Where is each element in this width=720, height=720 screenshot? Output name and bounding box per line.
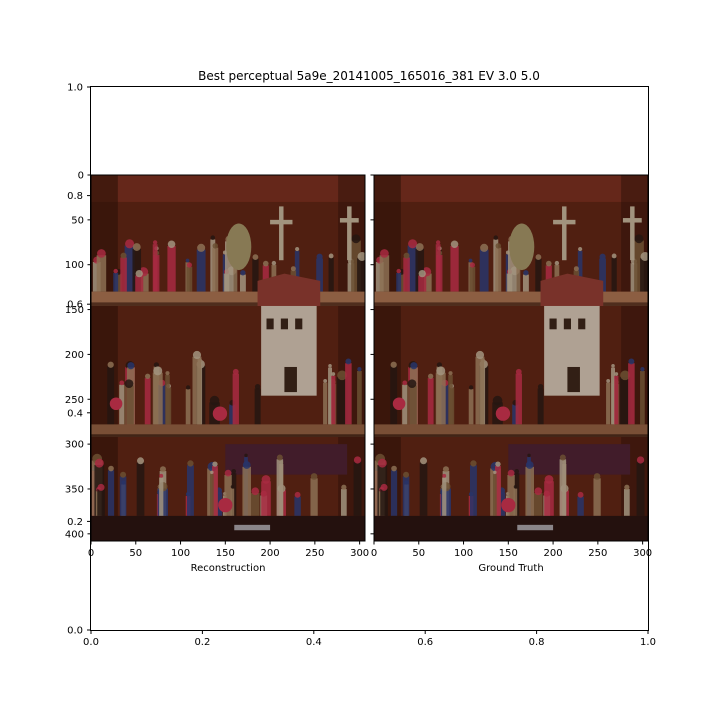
background-x-tick-label: 0.8: [529, 637, 545, 648]
reconstruction-x-tick-label: 100: [171, 548, 190, 559]
reconstruction-x-tick-label: 300: [350, 548, 369, 559]
ground-truth-image: [374, 175, 648, 541]
background-y-tick-label: 0.4: [67, 408, 83, 419]
reconstruction-frame: [90, 174, 366, 542]
reconstruction-y-tick-label: 0: [78, 171, 84, 182]
ground-truth-x-ticks: 0 50 100 150 200 250 300: [371, 541, 652, 559]
reconstruction-x-ticks: 0 50 100 150 200 250 300: [88, 541, 369, 559]
ground-truth-x-tick-label: 300: [633, 548, 652, 559]
ground-truth-x-tick-label: 100: [454, 548, 473, 559]
ground-truth-frame: [373, 174, 649, 542]
background-x-tick-label: 0.4: [306, 637, 322, 648]
background-y-tick-label: 0.6: [67, 300, 83, 311]
background-x-ticks: 0.0 0.2 0.4 0.6 0.8 1.0: [83, 630, 656, 648]
ground-truth-x-tick-label: 50: [412, 548, 425, 559]
reconstruction-y-tick-label: 300: [65, 440, 84, 451]
reconstruction-image: [91, 175, 365, 541]
reconstruction-y-ticks: 0 50 100 150 200 250 300 350 400: [65, 171, 91, 540]
reconstruction-x-tick-label: 0: [88, 548, 94, 559]
ground-truth-x-tick-label: 0: [371, 548, 377, 559]
reconstruction-x-tick-label: 50: [129, 548, 142, 559]
figure-title: Best perceptual 5a9e_20141005_165016_381…: [198, 69, 540, 83]
background-x-tick-label: 1.0: [640, 637, 656, 648]
ground-truth-x-tick-label: 200: [544, 548, 563, 559]
ground-truth-y-ticks: [370, 174, 374, 535]
background-x-tick-label: 0.0: [83, 637, 99, 648]
background-x-tick-label: 0.6: [417, 637, 433, 648]
reconstruction-x-tick-label: 150: [216, 548, 235, 559]
reconstruction-y-tick-label: 250: [65, 395, 84, 406]
reconstruction-y-tick-label: 100: [65, 260, 84, 271]
reconstruction-y-tick-label: 150: [65, 305, 84, 316]
reconstruction-xlabel: Reconstruction: [191, 563, 266, 574]
ground-truth-x-tick-label: 150: [499, 548, 518, 559]
reconstruction-x-tick-label: 200: [261, 548, 280, 559]
reconstruction-y-tick-label: 200: [65, 350, 84, 361]
ground-truth-x-tick-label: 250: [588, 548, 607, 559]
background-y-tick-label: 0.2: [67, 517, 83, 528]
background-y-tick-label: 0.0: [67, 626, 83, 637]
background-y-tick-label: 0.8: [67, 191, 83, 202]
reconstruction-y-tick-label: 400: [65, 529, 84, 540]
background-y-ticks: 0.0 0.2 0.4 0.6 0.8 1.0: [67, 83, 91, 637]
reconstruction-x-tick-label: 250: [305, 548, 324, 559]
reconstruction-y-tick-label: 50: [71, 215, 84, 226]
reconstruction-y-tick-label: 350: [65, 484, 84, 495]
reconstruction-panel: 0 50 100 150 200 250 300 0 50 100 150 200 250 300 350…: [65, 171, 369, 575]
ground-truth-panel: 0 50 100 150 200 250 300 Ground Truth: [370, 174, 652, 574]
ground-truth-xlabel: Ground Truth: [478, 563, 543, 574]
background-y-tick-label: 1.0: [67, 83, 83, 94]
background-x-tick-label: 0.2: [194, 637, 210, 648]
